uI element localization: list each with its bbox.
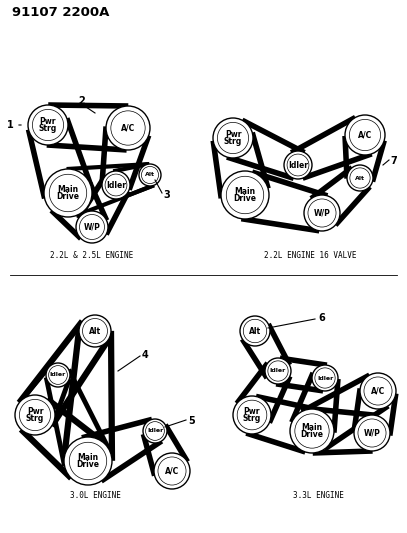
Text: Pwr: Pwr xyxy=(225,130,241,139)
Circle shape xyxy=(154,453,190,489)
Text: Idler: Idler xyxy=(270,368,286,374)
Text: 7: 7 xyxy=(390,156,397,166)
Text: Alt: Alt xyxy=(355,175,365,181)
Circle shape xyxy=(143,419,167,443)
Text: Alt: Alt xyxy=(145,173,155,177)
Text: Pwr: Pwr xyxy=(244,407,260,416)
Circle shape xyxy=(345,115,385,155)
Circle shape xyxy=(265,358,291,384)
Circle shape xyxy=(76,211,108,243)
Circle shape xyxy=(312,365,338,391)
Text: Drive: Drive xyxy=(77,460,99,469)
Text: W/P: W/P xyxy=(313,208,330,217)
Circle shape xyxy=(354,415,390,451)
Circle shape xyxy=(106,106,150,150)
Text: 4: 4 xyxy=(142,350,149,360)
Circle shape xyxy=(79,315,111,347)
Text: Drive: Drive xyxy=(234,194,256,203)
Text: Pwr: Pwr xyxy=(40,117,56,126)
Circle shape xyxy=(284,151,312,179)
Text: Idler: Idler xyxy=(317,376,333,381)
Circle shape xyxy=(240,316,270,346)
Text: W/P: W/P xyxy=(83,222,101,231)
Circle shape xyxy=(139,164,161,186)
Text: 1: 1 xyxy=(7,120,14,130)
Text: Strg: Strg xyxy=(243,414,261,423)
Text: Idler: Idler xyxy=(288,160,308,169)
Text: Main: Main xyxy=(234,187,256,196)
Text: Idler: Idler xyxy=(147,429,163,433)
Circle shape xyxy=(64,437,112,485)
Circle shape xyxy=(347,165,373,191)
Text: 91107 2200A: 91107 2200A xyxy=(12,6,109,20)
Circle shape xyxy=(233,396,271,434)
Text: Pwr: Pwr xyxy=(27,407,43,416)
Text: Main: Main xyxy=(57,185,79,194)
Text: Strg: Strg xyxy=(39,124,57,133)
Circle shape xyxy=(44,169,92,217)
Text: 5: 5 xyxy=(188,416,195,426)
Text: 3.3L ENGINE: 3.3L ENGINE xyxy=(293,490,344,499)
Text: Alt: Alt xyxy=(249,327,261,335)
Circle shape xyxy=(213,118,253,158)
Text: 3.0L ENGINE: 3.0L ENGINE xyxy=(70,490,120,499)
Text: 3: 3 xyxy=(163,190,170,200)
Circle shape xyxy=(46,363,70,387)
Circle shape xyxy=(15,395,55,435)
Text: A/C: A/C xyxy=(358,131,372,140)
Circle shape xyxy=(290,409,334,453)
Circle shape xyxy=(221,171,269,219)
Text: 2.2L ENGINE 16 VALVE: 2.2L ENGINE 16 VALVE xyxy=(264,251,356,260)
Circle shape xyxy=(102,171,130,199)
Text: A/C: A/C xyxy=(165,466,179,475)
Text: A/C: A/C xyxy=(371,386,385,395)
Text: 6: 6 xyxy=(318,313,325,323)
Circle shape xyxy=(304,195,340,231)
Circle shape xyxy=(28,105,68,145)
Text: W/P: W/P xyxy=(363,429,381,438)
Text: Alt: Alt xyxy=(89,327,101,335)
Circle shape xyxy=(360,373,396,409)
Text: Drive: Drive xyxy=(300,430,324,439)
Text: Main: Main xyxy=(302,423,323,432)
Text: Idler: Idler xyxy=(106,181,126,190)
Text: Idler: Idler xyxy=(50,373,66,377)
Text: A/C: A/C xyxy=(121,124,135,133)
Text: Drive: Drive xyxy=(57,192,79,201)
Text: Strg: Strg xyxy=(26,414,44,423)
Text: 2: 2 xyxy=(78,96,85,106)
Text: 2.2L & 2.5L ENGINE: 2.2L & 2.5L ENGINE xyxy=(50,251,133,260)
Text: Strg: Strg xyxy=(224,137,242,146)
Text: Main: Main xyxy=(77,453,98,462)
